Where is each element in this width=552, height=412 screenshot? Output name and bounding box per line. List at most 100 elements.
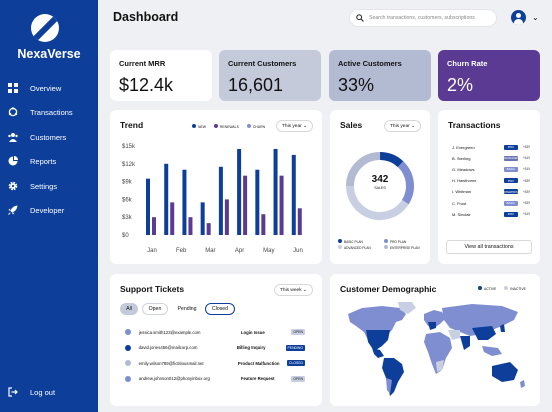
- ticket-issue: Billing Inquiry: [236, 345, 266, 350]
- pie-chart-icon: [8, 156, 18, 166]
- transaction-amount: +$49: [522, 156, 530, 161]
- sidebar-item-overview[interactable]: Overview: [8, 78, 94, 98]
- sales-legend: BASIC PLAN PRO PLAN ADVANCED PLAN ENTERP…: [338, 239, 428, 251]
- filter-open[interactable]: Open: [142, 303, 168, 315]
- demographic-title: Customer Demographic: [340, 284, 437, 294]
- ticket-issue: Product Malfunction: [237, 360, 280, 366]
- filter-pending[interactable]: Pending: [172, 303, 202, 315]
- sidebar-item-settings[interactable]: Settings: [8, 176, 94, 196]
- y-tick-label: $12k: [122, 162, 136, 168]
- transaction-plan-badge: PRO: [503, 144, 518, 150]
- sidebar-item-customers[interactable]: Customers: [8, 127, 94, 147]
- avatar[interactable]: [511, 10, 526, 25]
- cycle-icon: [8, 107, 18, 117]
- region-russia-asia: [442, 304, 518, 336]
- region-australia: [492, 362, 518, 382]
- sidebar-item-label: Settings: [30, 181, 58, 191]
- transaction-row[interactable]: C. Frost BASIC +$89: [452, 198, 530, 208]
- x-tick-label: Jan: [147, 248, 157, 254]
- ticket-row[interactable]: emily.wilson789@fictitiousmail.net Produc…: [125, 356, 305, 370]
- region-india: [460, 336, 470, 350]
- sidebar: NexaVerse Overview Transactions Customer…: [0, 0, 98, 412]
- ticket-email: emily.wilson789@fictitiousmail.net: [138, 360, 204, 366]
- ticket-row[interactable]: david.jones456@mailcorp.com Billing Inqui…: [125, 341, 305, 355]
- stat-card-mrr: Current MRR $12.4k: [110, 50, 212, 101]
- transactions-title: Transactions: [448, 120, 501, 130]
- bar-new: [164, 163, 169, 235]
- x-tick-label: Jun: [293, 248, 303, 254]
- y-tick-label: $3k: [122, 215, 133, 221]
- sidebar-item-label: Customers: [30, 132, 67, 142]
- transaction-amount: +$89: [522, 178, 530, 183]
- tickets-period-select[interactable]: This week ⌄: [274, 284, 313, 296]
- sidebar-item-reports[interactable]: Reports: [8, 151, 94, 171]
- region-southeast-asia: [482, 346, 502, 356]
- filter-all[interactable]: All: [120, 303, 138, 315]
- logout-button[interactable]: Log out: [8, 382, 94, 402]
- sidebar-item-transactions[interactable]: Transactions: [8, 102, 94, 122]
- legend-item: NEW: [192, 124, 206, 129]
- y-tick-label: $15k: [122, 144, 136, 150]
- bar-renewals: [206, 223, 211, 235]
- y-tick-label: $6k: [122, 197, 133, 203]
- transaction-row[interactable]: B. Sterling ADVANCED +$49: [452, 153, 530, 163]
- region-japan: [500, 324, 505, 332]
- trend-title: Trend: [120, 120, 144, 130]
- region-usa: [366, 330, 390, 350]
- sidebar-item-label: Developer: [30, 205, 65, 215]
- grid-icon: [8, 83, 18, 93]
- region-brazil: [382, 358, 404, 396]
- bar-renewals: [297, 208, 302, 235]
- sales-card: Sales This year ⌄ 342 SALES BASIC PLAN P…: [330, 110, 430, 264]
- bar-new: [200, 202, 205, 235]
- stat-value: $12.4k: [119, 75, 174, 95]
- ticket-status-badge: CLOSED: [287, 360, 305, 366]
- transaction-row[interactable]: J. Evergreen PRO +$89: [452, 142, 530, 152]
- tickets-title: Support Tickets: [120, 284, 185, 294]
- legend-item: INACTIVE: [504, 286, 526, 291]
- trend-chart: $15k $12k $9k $6k $3k $0 Jan Feb Mar Apr May Jun: [122, 144, 303, 254]
- bar-renewals: [224, 199, 229, 235]
- y-tick-label: $0: [122, 233, 129, 239]
- bar-renewals: [170, 202, 175, 235]
- legend-item: ADVANCED PLAN: [338, 245, 384, 251]
- stat-label: Churn Rate: [447, 59, 488, 68]
- search-bar[interactable]: [349, 9, 497, 27]
- transaction-name: C. Frost: [452, 200, 467, 206]
- transaction-row[interactable]: H. Hawthorne PRO +$89: [452, 176, 530, 186]
- transaction-plan-badge: PRO: [503, 211, 518, 217]
- x-tick-label: Feb: [176, 248, 187, 254]
- stat-label: Active Customers: [338, 59, 402, 68]
- filter-closed[interactable]: Closed: [205, 303, 235, 315]
- page-title: Dashboard: [113, 10, 179, 24]
- bar-new: [291, 154, 296, 235]
- transaction-name: J. Evergreen: [452, 144, 475, 150]
- region-china: [472, 326, 496, 340]
- transaction-name: M. Sinclair: [452, 211, 471, 217]
- sales-total-label: SALES: [374, 186, 386, 190]
- world-map: [348, 302, 525, 396]
- legend-item: PRO PLAN: [384, 239, 406, 245]
- bar-new: [273, 148, 278, 235]
- trend-period-select[interactable]: This year ⌄: [276, 120, 314, 132]
- legend-item: ACTIVE: [478, 286, 496, 291]
- transaction-row[interactable]: M. Sinclair PRO +$49: [452, 209, 530, 219]
- users-icon: [8, 133, 18, 142]
- transaction-name: I. Whitman: [452, 189, 472, 195]
- ticket-row[interactable]: jessica.smith123@example.com Login Issue O…: [125, 325, 305, 339]
- sidebar-item-developer[interactable]: Developer: [8, 200, 94, 220]
- trend-legend: NEW RENEWALS CHURN: [192, 124, 265, 129]
- transaction-row[interactable]: G. Meadows BASIC +$49: [452, 164, 530, 174]
- ticket-row[interactable]: andrew.johnson012@phonyinbox.org Feature …: [125, 372, 305, 386]
- transaction-plan-badge: ADVANCED: [503, 155, 519, 161]
- chevron-down-icon[interactable]: ⌄: [532, 13, 539, 22]
- sales-title: Sales: [340, 120, 363, 130]
- transaction-amount: +$89: [522, 189, 530, 194]
- legend-item: BASIC PLAN: [338, 239, 384, 245]
- transaction-row[interactable]: I. Whitman ENTERPRISE +$89: [452, 187, 530, 197]
- sidebar-item-label: Transactions: [30, 107, 73, 117]
- view-all-transactions-button[interactable]: View all transactions: [446, 240, 532, 254]
- search-input[interactable]: [369, 15, 494, 21]
- sales-period-select[interactable]: This year ⌄: [384, 120, 422, 132]
- region-western-europe: [428, 322, 436, 330]
